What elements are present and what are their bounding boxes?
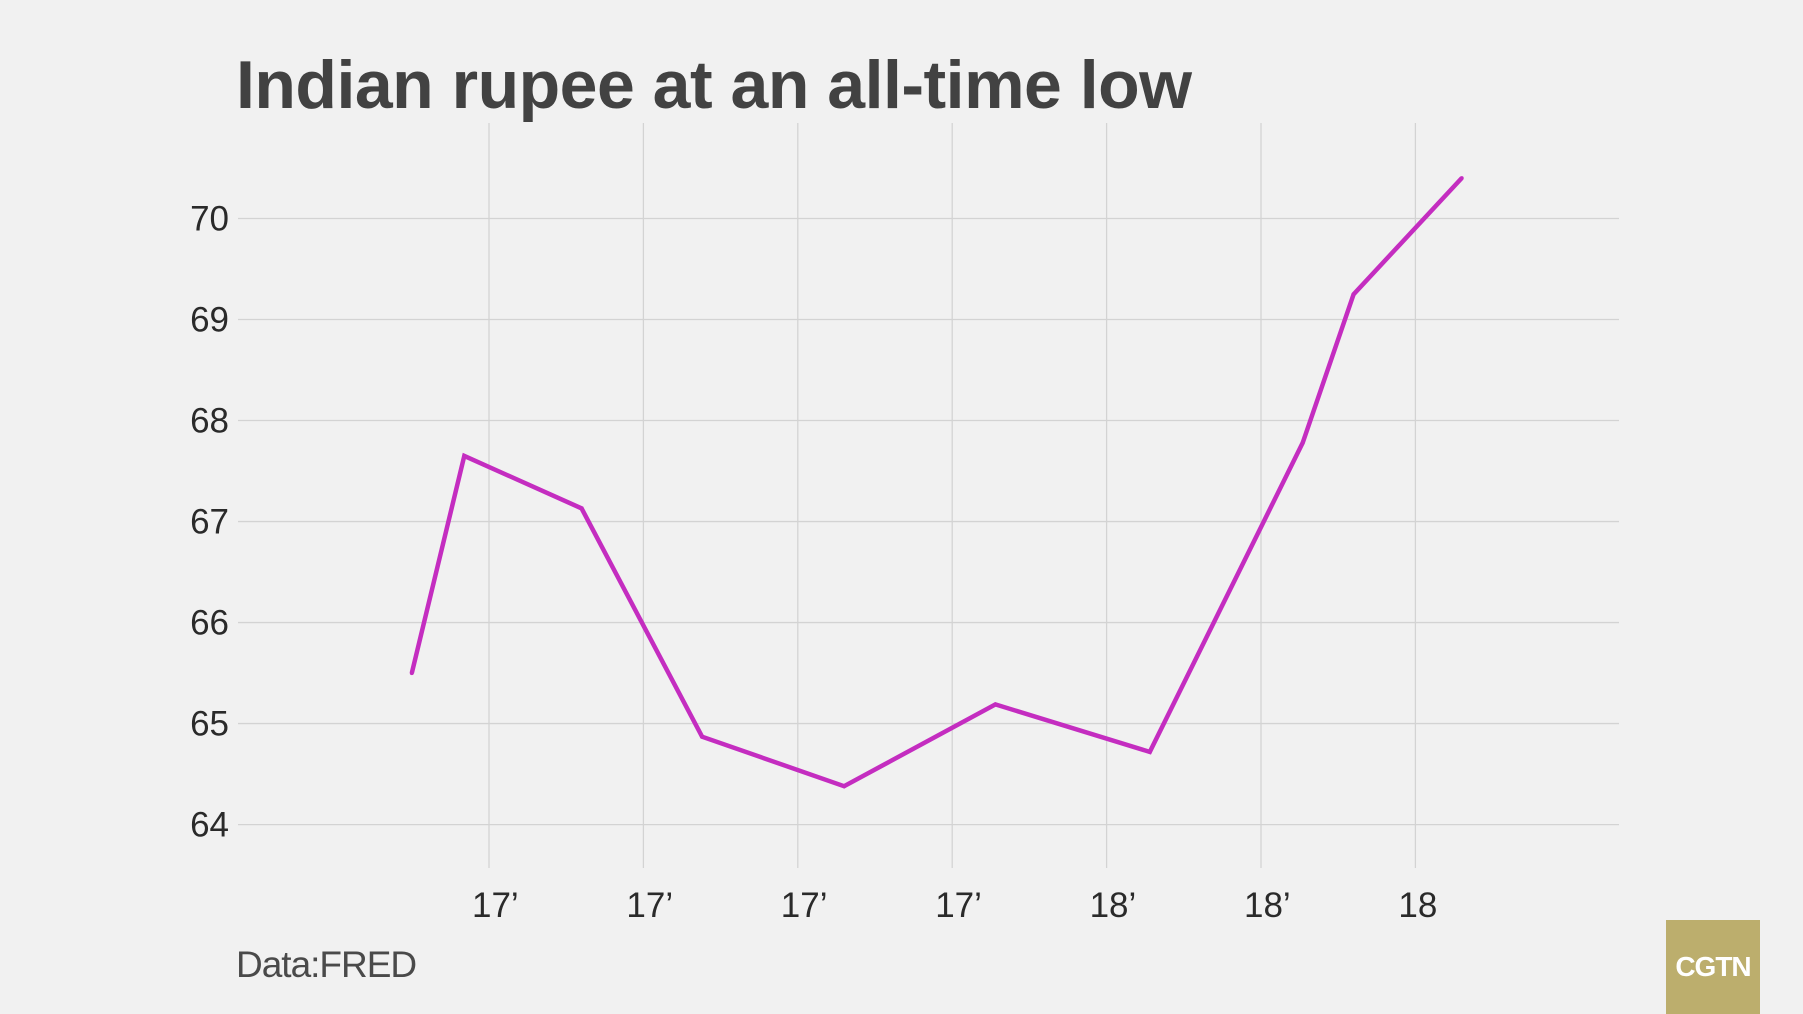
y-tick-label: 66 xyxy=(190,604,229,643)
x-tick-label: 18’ xyxy=(1244,886,1291,925)
cgtn-logo: CGTN xyxy=(1666,920,1760,1014)
chart-title: Indian rupee at an all-time low xyxy=(236,47,1192,123)
y-tick-label: 67 xyxy=(190,503,229,542)
x-tick-label: 17’ xyxy=(935,886,982,925)
data-source: Data:FRED xyxy=(236,944,417,985)
data-point xyxy=(993,702,998,707)
y-tick-label: 64 xyxy=(190,806,229,845)
data-point xyxy=(700,734,705,739)
y-tick-label: 70 xyxy=(190,200,229,239)
data-point xyxy=(579,506,584,511)
data-point xyxy=(842,784,847,789)
series-line xyxy=(409,176,1464,789)
data-point xyxy=(462,453,467,458)
x-tick-label: 18 xyxy=(1398,886,1437,925)
x-tick-label: 17’ xyxy=(472,886,519,925)
data-point xyxy=(1300,440,1305,445)
y-tick-label: 65 xyxy=(190,705,229,744)
data-point xyxy=(409,671,414,676)
data-point xyxy=(1459,176,1464,181)
x-tick-label: 18’ xyxy=(1090,886,1137,925)
data-point xyxy=(1147,749,1152,754)
data-point xyxy=(1351,292,1356,297)
logo-text: CGTN xyxy=(1675,951,1751,982)
y-tick-label: 68 xyxy=(190,402,229,441)
x-tick-label: 17’ xyxy=(626,886,673,925)
x-tick-label: 17’ xyxy=(781,886,828,925)
y-tick-label: 69 xyxy=(190,301,229,340)
